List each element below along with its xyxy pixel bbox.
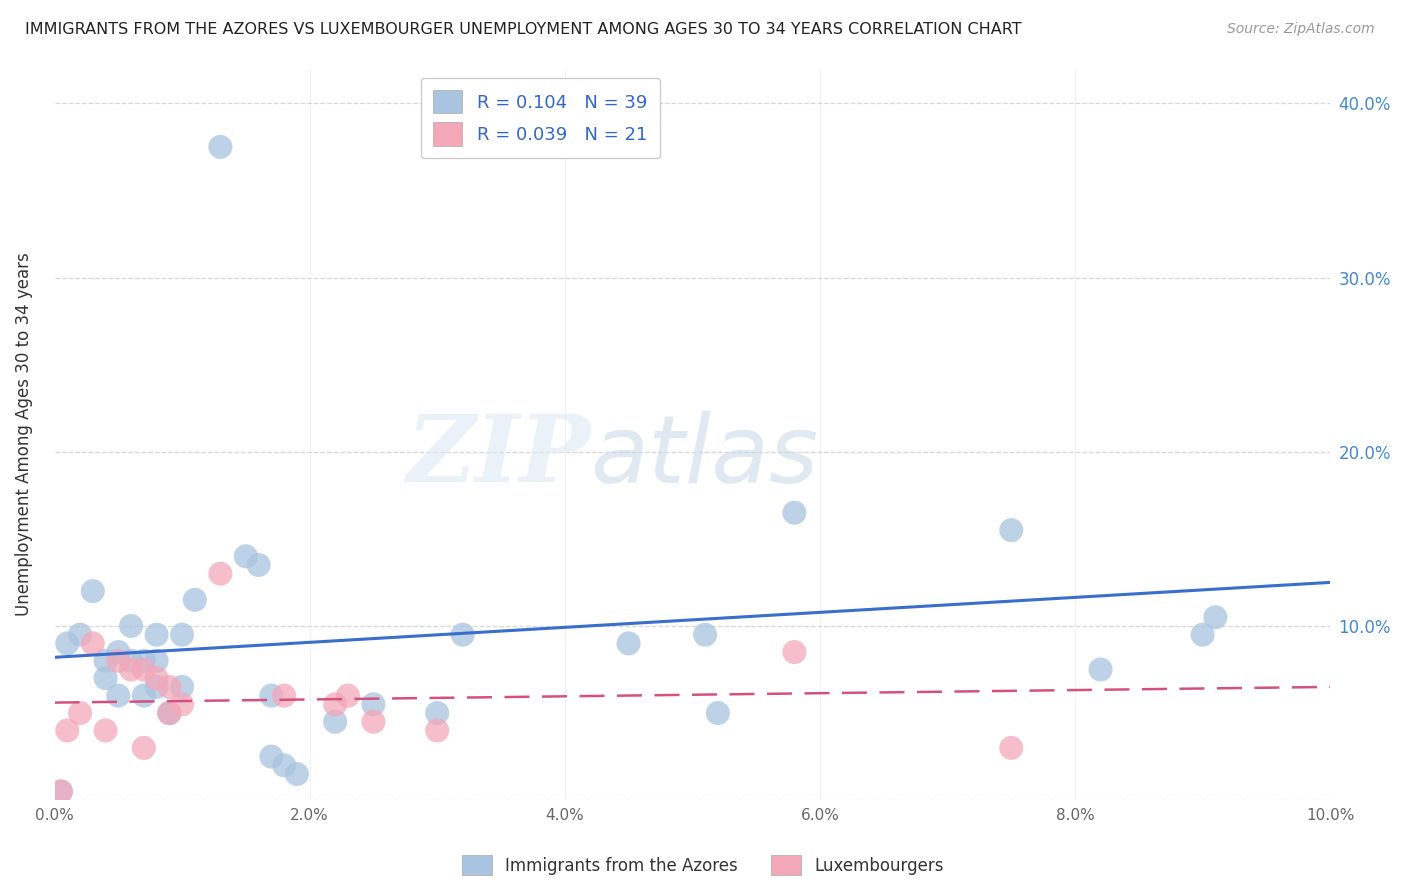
Point xyxy=(617,636,640,650)
Point xyxy=(145,654,167,668)
Point xyxy=(172,698,194,712)
Point xyxy=(1090,663,1112,677)
Point xyxy=(94,671,117,685)
Point xyxy=(426,723,449,738)
Point xyxy=(260,749,283,764)
Point xyxy=(145,671,167,685)
Point xyxy=(132,654,155,668)
Point xyxy=(107,645,129,659)
Text: ZIP: ZIP xyxy=(406,411,591,501)
Point xyxy=(693,628,716,642)
Point xyxy=(157,706,180,720)
Point xyxy=(132,689,155,703)
Point xyxy=(56,636,79,650)
Point xyxy=(1000,740,1022,755)
Point xyxy=(94,723,117,738)
Point xyxy=(783,506,806,520)
Legend: R = 0.104   N = 39, R = 0.039   N = 21: R = 0.104 N = 39, R = 0.039 N = 21 xyxy=(420,78,659,158)
Point xyxy=(273,689,295,703)
Point xyxy=(451,628,474,642)
Point xyxy=(69,628,91,642)
Point xyxy=(94,654,117,668)
Point xyxy=(69,706,91,720)
Point xyxy=(235,549,257,564)
Point xyxy=(426,706,449,720)
Point xyxy=(323,698,346,712)
Point xyxy=(707,706,730,720)
Point xyxy=(247,558,270,572)
Point xyxy=(260,689,283,703)
Point xyxy=(273,758,295,772)
Point xyxy=(172,680,194,694)
Point xyxy=(323,714,346,729)
Point xyxy=(157,706,180,720)
Point xyxy=(107,654,129,668)
Text: atlas: atlas xyxy=(591,411,818,502)
Point xyxy=(209,566,232,581)
Text: IMMIGRANTS FROM THE AZORES VS LUXEMBOURGER UNEMPLOYMENT AMONG AGES 30 TO 34 YEAR: IMMIGRANTS FROM THE AZORES VS LUXEMBOURG… xyxy=(25,22,1022,37)
Point xyxy=(132,663,155,677)
Point xyxy=(120,654,142,668)
Y-axis label: Unemployment Among Ages 30 to 34 years: Unemployment Among Ages 30 to 34 years xyxy=(15,252,32,616)
Point xyxy=(157,680,180,694)
Point xyxy=(49,784,72,798)
Legend: Immigrants from the Azores, Luxembourgers: Immigrants from the Azores, Luxembourger… xyxy=(456,848,950,882)
Point xyxy=(157,706,180,720)
Point xyxy=(49,784,72,798)
Point xyxy=(82,584,104,599)
Point xyxy=(120,619,142,633)
Point xyxy=(82,636,104,650)
Point xyxy=(783,645,806,659)
Point xyxy=(184,592,207,607)
Point xyxy=(120,663,142,677)
Point xyxy=(132,740,155,755)
Point xyxy=(145,628,167,642)
Point xyxy=(363,698,385,712)
Text: Source: ZipAtlas.com: Source: ZipAtlas.com xyxy=(1227,22,1375,37)
Point xyxy=(1204,610,1226,624)
Point xyxy=(209,140,232,154)
Point xyxy=(363,714,385,729)
Point xyxy=(145,680,167,694)
Point xyxy=(285,767,308,781)
Point xyxy=(172,628,194,642)
Point xyxy=(336,689,359,703)
Point xyxy=(1000,523,1022,537)
Point xyxy=(56,723,79,738)
Point xyxy=(1191,628,1213,642)
Point xyxy=(107,689,129,703)
